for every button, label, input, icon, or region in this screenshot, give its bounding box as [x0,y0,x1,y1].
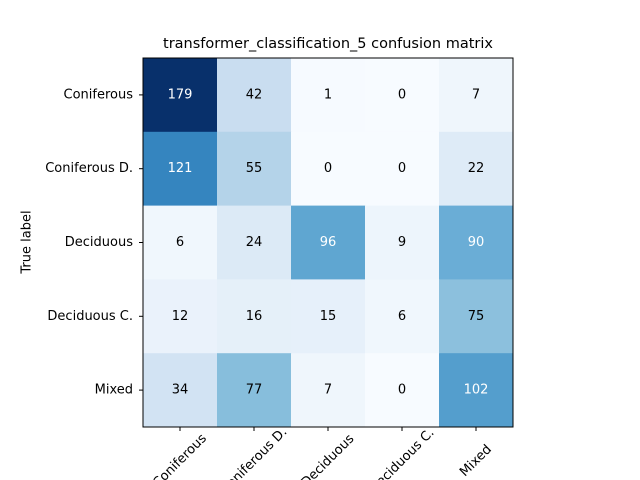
cell-label: 179 [168,87,193,102]
cell [143,205,218,280]
cell-label: 102 [464,383,489,398]
cell-label: 12 [172,309,189,324]
y-axis-label: True label [20,210,35,274]
cell [439,353,514,428]
cell [217,279,292,354]
cell-label: 42 [246,87,263,102]
cell [291,205,366,280]
cell-label: 90 [468,235,485,250]
cell-label: 75 [468,309,485,324]
cell-label: 0 [324,161,332,176]
cell [291,58,366,133]
cell-label: 121 [168,161,193,176]
cell-label: 96 [320,235,337,250]
cell [365,353,440,428]
cell-label: 77 [246,383,263,398]
cell [143,353,218,428]
cell [217,353,292,428]
cell [291,353,366,428]
cell-label: 0 [398,383,406,398]
cell-label: 9 [398,235,406,250]
cell-label: 34 [172,383,189,398]
cell-label: 22 [468,161,485,176]
cell-label: 7 [324,383,332,398]
cell-label: 16 [246,309,263,324]
cell [143,279,218,354]
cell [439,58,514,133]
cell [217,131,292,207]
cell [365,205,440,280]
cell-label: 24 [246,235,263,250]
cell-label: 6 [176,235,184,250]
cell-label: 7 [472,87,480,102]
cell-label: 1 [324,87,332,102]
cell [143,58,218,133]
cell [217,58,292,133]
y-tick-label: Deciduous C. [47,309,133,324]
cell-label: 6 [398,309,406,324]
y-tick-label: Mixed [95,383,133,398]
y-tick-label: Deciduous [65,235,133,250]
chart-title: transformer_classification_5 confusion m… [163,36,493,52]
cell [365,131,440,207]
cell-label: 15 [320,309,337,324]
cell [217,205,292,280]
y-tick-label: Coniferous D. [45,161,133,176]
y-tick-label: Coniferous [64,87,134,102]
cell [143,131,218,207]
cell-label: 0 [398,87,406,102]
cell [439,131,514,207]
cell [365,58,440,133]
cell [291,279,366,354]
cell [439,205,514,280]
cell [365,279,440,354]
cell [291,131,366,207]
cell [439,279,514,354]
cell-label: 0 [398,161,406,176]
cell-label: 55 [246,161,263,176]
